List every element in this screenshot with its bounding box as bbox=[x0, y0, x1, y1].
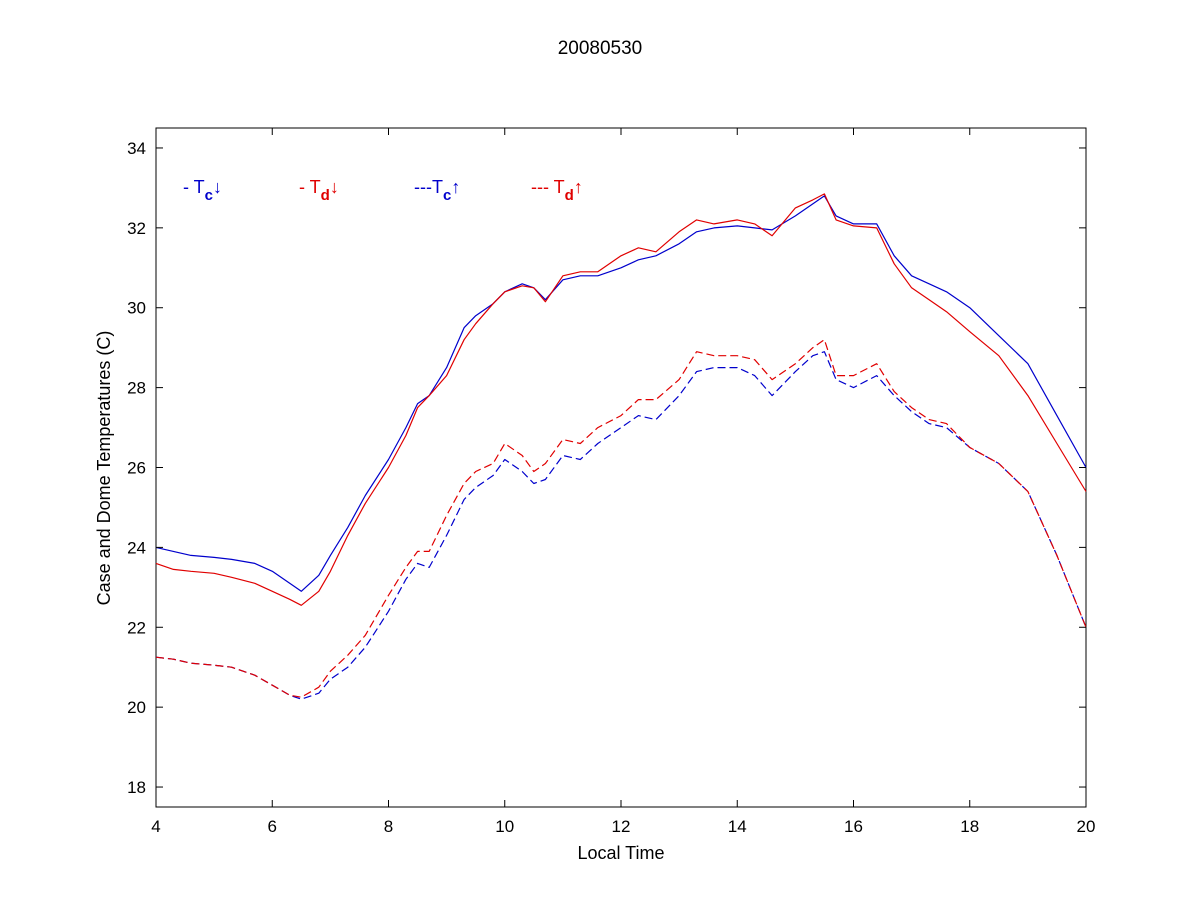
series-line-tc_up bbox=[155, 351, 1087, 700]
legend-entry: - Td↓ bbox=[299, 177, 339, 204]
y-tick-label: 26 bbox=[127, 459, 146, 478]
plot-area bbox=[155, 127, 1087, 808]
legend-entry: --- Td↑ bbox=[531, 177, 583, 204]
x-tick-label: 16 bbox=[844, 817, 863, 836]
x-tick-label: 20 bbox=[1077, 817, 1096, 836]
axis-ticks: 4 6 8 10 12 14 16 18 20 18 20 22 24 26 28 30 32 34 bbox=[127, 128, 1095, 836]
y-tick-label: 22 bbox=[127, 618, 146, 637]
y-axis-label: Case and Dome Temperatures (C) bbox=[94, 331, 114, 606]
legend: - Tc↓ - Td↓ ---Tc↑ --- Td↑ bbox=[183, 177, 583, 204]
y-tick-label: 32 bbox=[127, 219, 146, 238]
y-tick-label: 28 bbox=[127, 379, 146, 398]
x-tick-label: 18 bbox=[960, 817, 979, 836]
chart-title: 20080530 bbox=[558, 38, 643, 59]
series-line-tc_down bbox=[155, 195, 1087, 592]
y-tick-label: 34 bbox=[127, 139, 146, 158]
x-tick-label: 8 bbox=[384, 817, 393, 836]
series-line-td_down bbox=[155, 193, 1087, 606]
x-tick-label: 6 bbox=[268, 817, 277, 836]
y-tick-label: 20 bbox=[127, 698, 146, 717]
x-tick-label: 12 bbox=[612, 817, 631, 836]
legend-entry: - Tc↓ bbox=[183, 177, 222, 204]
series-line-td_up bbox=[155, 339, 1087, 698]
y-tick-label: 24 bbox=[127, 538, 146, 557]
y-tick-label: 30 bbox=[127, 299, 146, 318]
x-axis-label: Local Time bbox=[577, 843, 664, 863]
x-tick-label: 14 bbox=[728, 817, 747, 836]
legend-entry: ---Tc↑ bbox=[414, 177, 460, 204]
series-layer bbox=[155, 193, 1087, 700]
x-tick-label: 10 bbox=[495, 817, 514, 836]
y-tick-label: 18 bbox=[127, 778, 146, 797]
x-tick-label: 4 bbox=[151, 817, 160, 836]
